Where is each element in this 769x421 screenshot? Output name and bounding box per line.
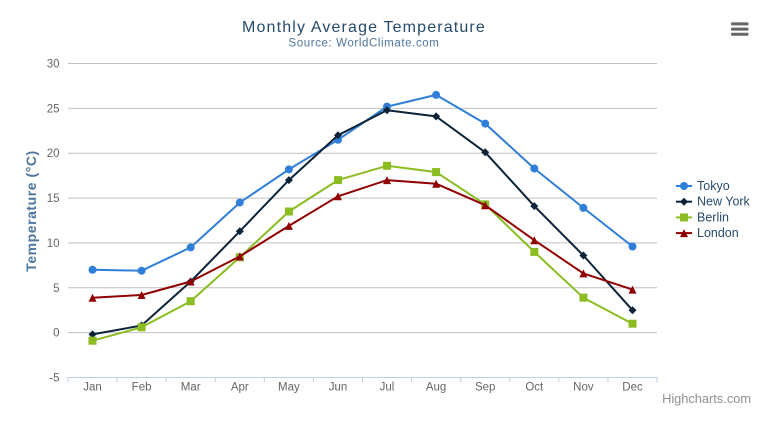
svg-text:Apr: Apr [231,382,249,394]
svg-text:Jun: Jun [329,382,348,394]
svg-text:Oct: Oct [525,382,544,394]
svg-text:10: 10 [47,238,60,250]
svg-text:Highcharts.com: Highcharts.com [662,391,751,406]
svg-text:30: 30 [47,59,60,71]
svg-text:25: 25 [47,103,60,115]
svg-text:May: May [278,382,300,394]
svg-text:Nov: Nov [573,382,594,394]
svg-text:5: 5 [53,283,59,295]
svg-text:20: 20 [47,148,60,160]
svg-text:Temperature (°C): Temperature (°C) [23,150,39,272]
svg-text:Monthly Average Temperature: Monthly Average Temperature [242,19,486,36]
svg-text:Jan: Jan [83,382,102,394]
svg-text:Berlin: Berlin [697,210,729,224]
svg-text:15: 15 [47,193,60,205]
svg-text:Tokyo: Tokyo [697,179,730,193]
svg-text:-5: -5 [49,373,59,385]
svg-text:Feb: Feb [132,382,152,394]
svg-text:New York: New York [697,195,751,209]
svg-text:Dec: Dec [622,382,643,394]
svg-text:Jul: Jul [380,382,395,394]
svg-text:Aug: Aug [426,382,446,394]
svg-text:Sep: Sep [475,382,495,394]
svg-text:Mar: Mar [181,382,201,394]
svg-text:0: 0 [53,328,59,340]
svg-text:London: London [697,226,739,240]
svg-text:Source: WorldClimate.com: Source: WorldClimate.com [289,38,440,50]
